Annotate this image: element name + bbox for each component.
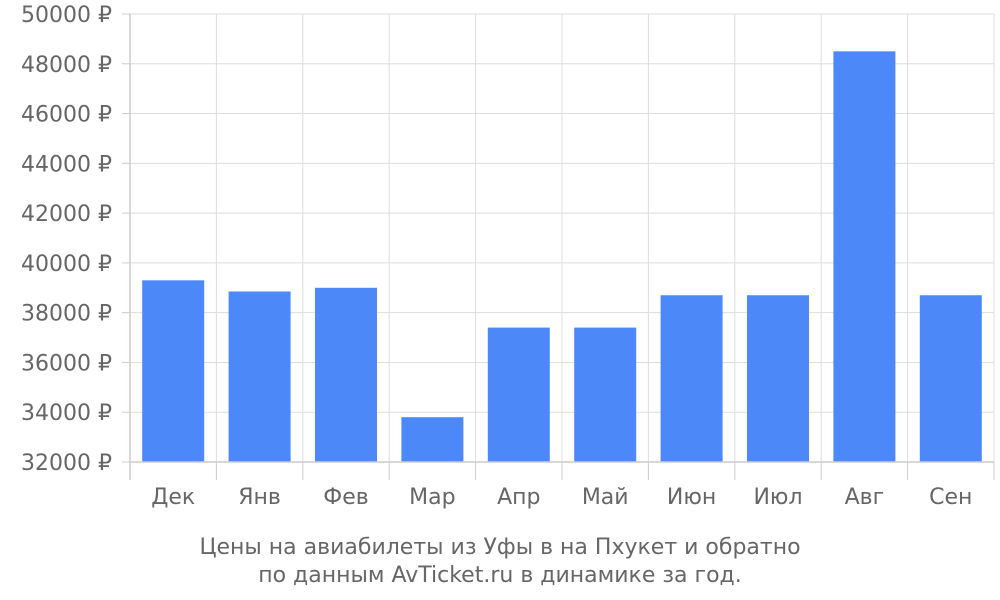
- chart-caption-line-2: по данным AvTicket.ru в динамике за год.: [258, 563, 742, 588]
- y-tick-labels: 32000 ₽ 34000 ₽ 36000 ₽ 38000 ₽ 40000 ₽ 42000…: [21, 3, 112, 476]
- y-tick-label: 44000 ₽: [21, 152, 112, 177]
- chart-caption-line-1: Цены на авиабилеты из Уфы в на Пхукет и …: [199, 535, 801, 560]
- y-tick-label: 48000 ₽: [21, 53, 112, 78]
- axes: [122, 13, 995, 480]
- x-tick-label: Янв: [238, 485, 281, 510]
- bar-1: [142, 280, 205, 462]
- bar-9: [833, 51, 896, 462]
- x-tick-label: Май: [582, 485, 629, 510]
- bar-8: [747, 295, 809, 462]
- x-tick-label: Апр: [497, 485, 540, 510]
- x-tick-label: Июл: [753, 485, 802, 510]
- y-tick-label: 40000 ₽: [21, 252, 112, 277]
- bar-7: [660, 295, 723, 462]
- x-tick-labels: Дек Янв Фев Мар Апр Май Июн Июл Авг Сен: [151, 485, 972, 510]
- y-tick-label: 42000 ₽: [21, 202, 112, 227]
- x-tick-label: Мар: [409, 485, 455, 510]
- y-tick-label: 38000 ₽: [21, 302, 112, 327]
- x-tick-label: Авг: [845, 485, 885, 510]
- bar-10: [919, 295, 982, 462]
- bar-3: [315, 287, 377, 462]
- y-tick-label: 34000 ₽: [21, 401, 112, 426]
- y-tick-label: 50000 ₽: [21, 3, 112, 28]
- bar-4: [401, 417, 464, 462]
- x-tick-label: Июн: [667, 485, 716, 510]
- x-tick-label: Сен: [929, 485, 972, 510]
- x-tick-label: Фев: [323, 485, 368, 510]
- bars: [142, 51, 982, 462]
- bar-2: [228, 291, 291, 462]
- x-tick-label: Дек: [151, 485, 195, 510]
- y-tick-label: 32000 ₽: [21, 451, 112, 476]
- y-tick-label: 36000 ₽: [21, 351, 112, 376]
- y-tick-label: 46000 ₽: [21, 103, 112, 128]
- bar-5: [487, 327, 550, 462]
- bar-6: [574, 327, 637, 462]
